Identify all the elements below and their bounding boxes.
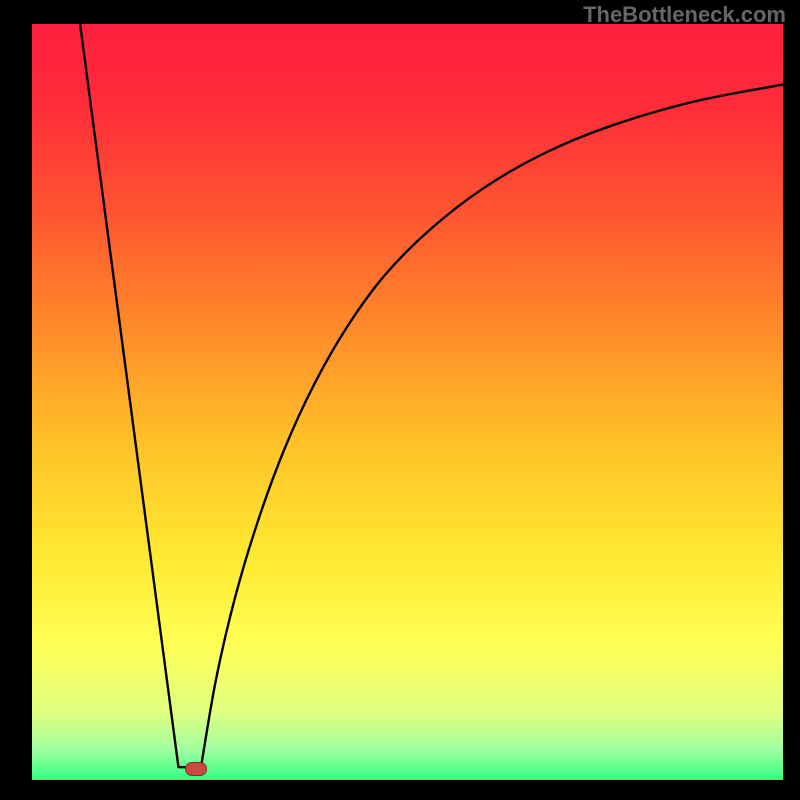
- curve-layer: [32, 24, 783, 780]
- optimal-marker: [185, 762, 207, 776]
- bottleneck-chart: TheBottleneck.com: [0, 0, 800, 800]
- plot-area: [32, 24, 783, 780]
- watermark-text: TheBottleneck.com: [583, 2, 786, 28]
